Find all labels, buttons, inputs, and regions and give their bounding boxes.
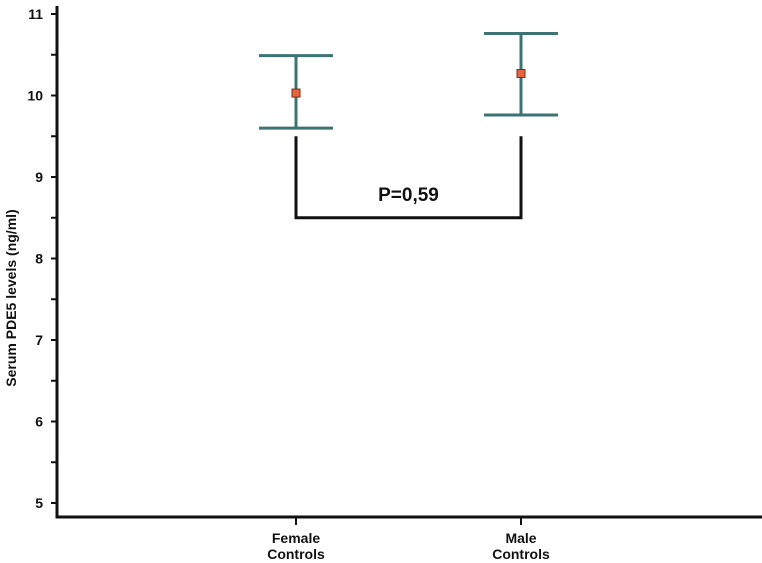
error-bars: [259, 32, 558, 130]
mean-marker: [516, 68, 526, 78]
y-tick-label: 7: [35, 332, 43, 348]
x-tick-label: Controls: [492, 546, 550, 562]
x-tick-label: Female: [272, 530, 320, 546]
y-tick-label: 11: [28, 6, 43, 22]
p-value-label: P=0,59: [378, 185, 439, 206]
y-tick-label: 6: [35, 414, 43, 430]
comparison-bracket: [294, 136, 523, 220]
x-tick-label: Male: [505, 530, 536, 546]
y-tick-label: 8: [35, 251, 43, 267]
y-tick-label: 10: [27, 88, 43, 104]
y-tick-label: 9: [35, 169, 43, 185]
x-tick-label: Controls: [267, 546, 325, 562]
mean-marker: [291, 88, 301, 98]
y-axis-label: Serum PDE5 levels (ng/ml): [3, 209, 19, 386]
axes: [55, 6, 762, 519]
y-axis-ticks: 5 6 7 8 9 10 11: [27, 6, 57, 511]
mean-markers: [291, 68, 526, 98]
bracket-line: [294, 136, 523, 220]
y-tick-label: 5: [35, 495, 43, 511]
